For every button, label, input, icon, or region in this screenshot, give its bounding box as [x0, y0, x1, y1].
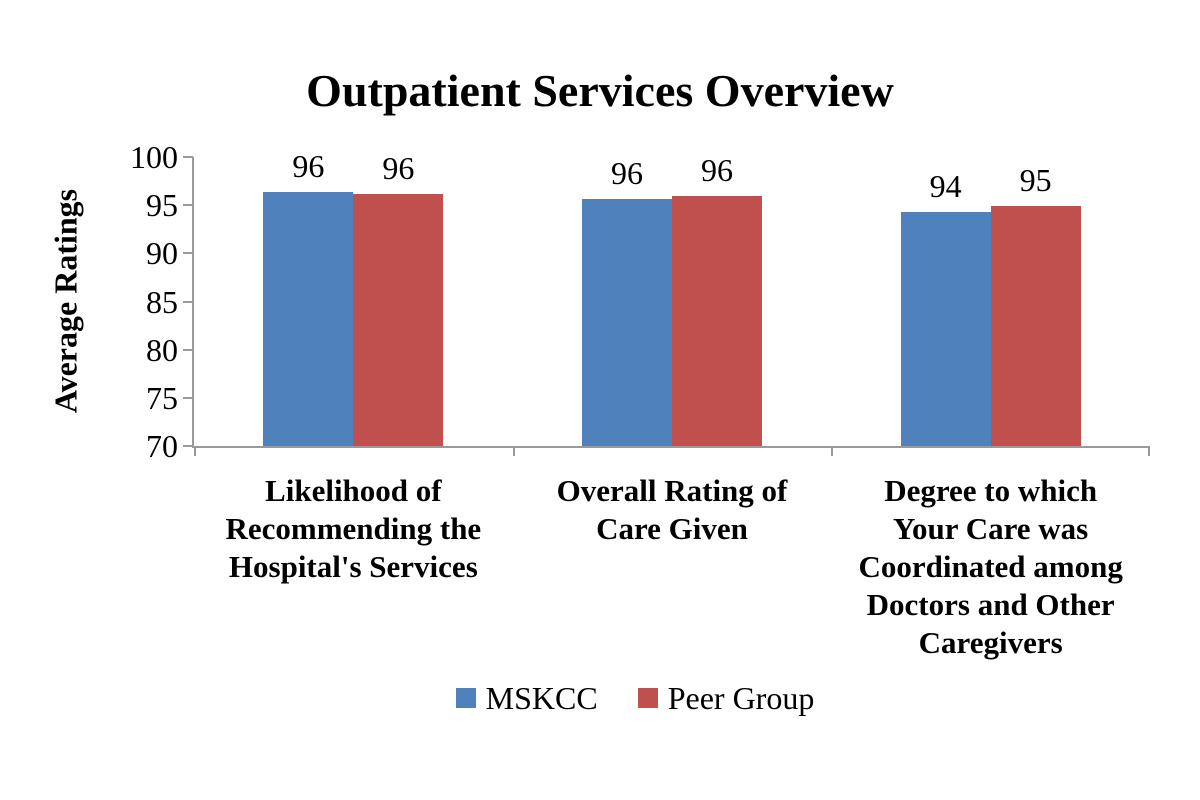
y-tick-label-100: 100	[130, 139, 178, 175]
bar-peer-group-0	[353, 193, 444, 446]
x-tick-0	[194, 446, 196, 456]
y-tick-label-90: 90	[146, 235, 178, 272]
category-label-1: Overall Rating of Care Given	[556, 473, 788, 546]
y-tick-label-75: 75	[146, 379, 178, 416]
legend-item-mskcc: MSKCC	[455, 680, 598, 716]
legend-label-mskcc: MSKCC	[485, 680, 598, 716]
y-tick-label-70: 70	[146, 428, 178, 464]
legend-item-peer-group: Peer Group	[637, 680, 815, 716]
y-tick-100	[183, 156, 193, 158]
chart-title: Outpatient Services Overview	[306, 65, 894, 116]
y-tick-95	[183, 204, 193, 207]
y-tick-label-80: 80	[146, 331, 178, 368]
y-tick-85	[183, 300, 193, 303]
bar-mskcc-1	[582, 199, 672, 446]
category-label-2: Degree to which Your Care was Coordinate…	[858, 473, 1123, 660]
bar-value-label-mskcc-1: 96	[611, 155, 643, 192]
bar-peer-group-2	[990, 206, 1081, 446]
bar-value-label-peer-group-1: 96	[701, 151, 733, 188]
y-tick-70	[183, 445, 193, 447]
y-tick-75	[183, 396, 193, 399]
bar-mskcc-2	[900, 211, 991, 446]
bar-peer-group-1	[672, 195, 762, 446]
legend: MSKCC Peer Group	[0, 680, 1200, 716]
y-tick-80	[183, 348, 193, 351]
bar-value-label-peer-group-2: 95	[1019, 162, 1052, 199]
legend-swatch-peer-group	[637, 688, 658, 708]
bar-value-label-peer-group-0: 96	[382, 149, 415, 186]
bar-value-label-mskcc-2: 94	[929, 167, 962, 204]
x-tick-3	[1148, 446, 1150, 456]
y-tick-label-95: 95	[146, 187, 178, 224]
y-tick-label-85: 85	[146, 283, 178, 320]
x-tick-1	[512, 446, 515, 456]
y-tick-90	[183, 252, 193, 255]
legend-swatch-mskcc	[455, 688, 476, 708]
bar-value-label-mskcc-0: 96	[292, 147, 325, 184]
category-label-0: Likelihood of Recommending the Hospital'…	[225, 473, 482, 584]
x-tick-2	[831, 446, 834, 456]
y-axis-title: Average Ratings	[47, 188, 84, 414]
plot-area: 70 75 80 85 90 95 100 96 96 Likelihood of Recomme…	[130, 139, 1150, 660]
bar-mskcc-0	[263, 191, 354, 446]
legend-label-peer-group: Peer Group	[667, 680, 815, 716]
